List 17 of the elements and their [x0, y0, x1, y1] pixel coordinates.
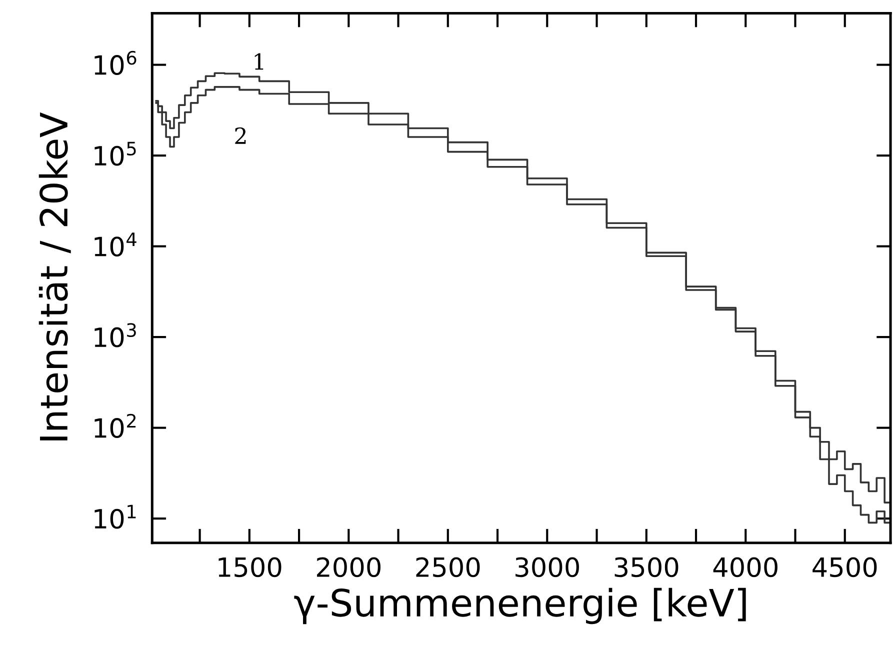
y-axis-title: Intensität / 20keV — [38, 112, 71, 440]
y-tick-label: 10$^{6}$ — [94, 50, 136, 76]
x-tick-label: 1500 — [218, 557, 282, 578]
annotation: 2 — [235, 127, 246, 144]
x-tick-label: 3000 — [516, 557, 579, 578]
y-tick-label: 10$^{4}$ — [94, 232, 136, 257]
x-tick-label: 2500 — [416, 557, 480, 578]
y-tick-label: 10$^{5}$ — [94, 142, 136, 166]
y-tick-label: 10$^{2}$ — [94, 414, 136, 438]
annotation: 1 — [254, 53, 264, 70]
x-tick-label: 3500 — [614, 557, 678, 578]
y-tick-label: 10$^{1}$ — [94, 504, 136, 529]
x-tick-label: 4000 — [713, 557, 778, 578]
x-axis-title: γ-Summenenergie [keV] — [294, 588, 746, 624]
x-tick-label: 2000 — [317, 557, 380, 578]
y-tick-label: 10$^{3}$ — [94, 323, 136, 348]
x-tick-label: 4500 — [812, 557, 877, 578]
